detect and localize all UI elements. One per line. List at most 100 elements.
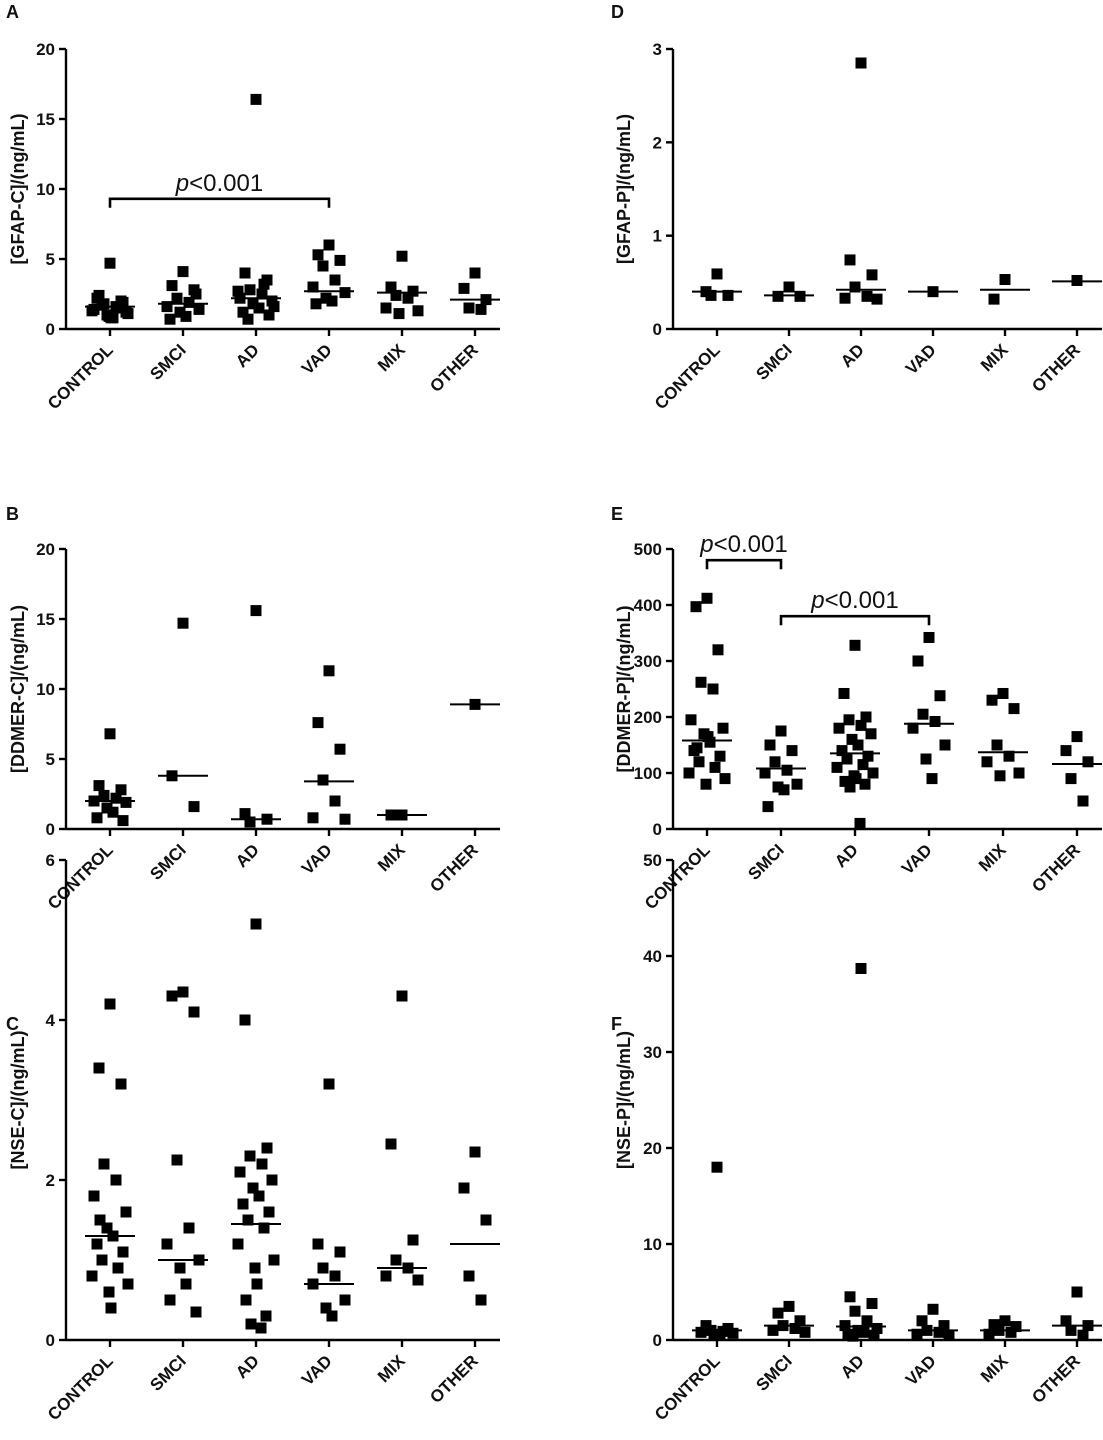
data-point [861,1315,873,1327]
data-point [339,287,351,299]
x-tick-label: CONTROL [44,1351,117,1424]
data-point [1065,1324,1077,1336]
data-point [96,1254,108,1266]
x-tick-label: MIX [374,840,409,875]
data-point [385,281,397,293]
data-point [777,1320,789,1332]
data-point [117,1246,129,1258]
data-point [86,305,98,317]
panel-letter: A [6,2,19,22]
data-point [390,289,402,301]
data-point [480,294,492,306]
data-point [177,986,189,998]
significance-label: p<0.001 [810,587,898,614]
data-point [244,284,256,296]
y-tick-label: 6 [46,851,55,870]
data-point [926,773,938,785]
data-point [385,809,397,821]
data-point [103,1286,115,1298]
data-point [709,761,721,773]
data-point [1071,1286,1083,1298]
data-point [122,1278,134,1290]
data-point [943,1329,955,1341]
data-point [402,1262,414,1274]
data-point [171,1154,183,1166]
data-point [107,1230,119,1242]
x-tick-label: VAD [902,340,940,378]
data-point [717,722,729,734]
data-point [844,254,856,266]
data-point [862,750,874,762]
data-point [833,722,845,734]
data-point [250,93,262,105]
y-tick-label: 10 [36,180,55,199]
x-tick-label: MIX [977,340,1012,375]
data-point [1082,1320,1094,1332]
data-point [312,717,324,729]
x-tick-label: OTHER [1028,340,1084,396]
data-point [934,690,946,702]
data-point [237,1198,249,1210]
data-point [250,605,262,617]
data-point [983,1328,995,1340]
data-point [320,1302,332,1314]
data-point [781,764,793,776]
y-tick-label: 3 [653,40,662,59]
data-point [852,739,864,751]
data-point [854,817,866,829]
data-point [1060,745,1072,757]
y-tick-label: 2 [653,133,662,152]
data-point [317,260,329,272]
data-point [234,292,246,304]
y-tick-label: 2 [46,1171,55,1190]
y-tick-label: 300 [634,652,662,671]
data-point [407,285,419,297]
x-tick-label: MIX [374,1351,409,1386]
data-point [232,285,244,297]
data-point [994,770,1006,782]
x-tick-label: VAD [298,1351,336,1389]
data-point [105,312,117,324]
data-point [329,274,341,286]
data-point [261,813,273,825]
x-tick-label: SMCI [146,840,189,883]
data-point [112,1262,124,1274]
data-point [91,1238,103,1250]
data-point [412,305,424,317]
y-tick-label: 0 [46,1331,55,1350]
data-point [981,756,993,768]
data-point [312,1238,324,1250]
data-point [268,301,280,313]
data-point [122,308,134,320]
data-point [783,1300,795,1312]
data-point [469,1146,481,1158]
data-point [841,753,853,765]
data-point [861,290,873,302]
data-point [783,281,795,293]
data-point [907,722,919,734]
panel-e: E[DDMER-P]/(ng/mL)0100200300400500CONTRO… [611,504,1102,913]
data-point [866,1298,878,1310]
data-point [772,290,784,302]
y-tick-label: 0 [653,1331,662,1350]
data-point [245,1318,257,1330]
data-point [177,617,189,629]
data-point [923,631,935,643]
data-point [858,1326,870,1338]
y-tick-label: 5 [46,750,55,769]
y-axis-label: [GFAP-C]/(ng/mL) [8,114,28,265]
y-tick-label: 15 [36,610,55,629]
data-point [1065,773,1077,785]
data-point [247,298,259,310]
data-point [253,1190,265,1202]
data-point [242,1214,254,1226]
data-point [258,1222,270,1234]
y-tick-label: 20 [643,1139,662,1158]
data-point [193,303,205,315]
y-tick-label: 500 [634,540,662,559]
data-point [469,698,481,710]
data-point [320,292,332,304]
data-point [843,714,855,726]
data-point [839,1320,851,1332]
data-point [480,1214,492,1226]
